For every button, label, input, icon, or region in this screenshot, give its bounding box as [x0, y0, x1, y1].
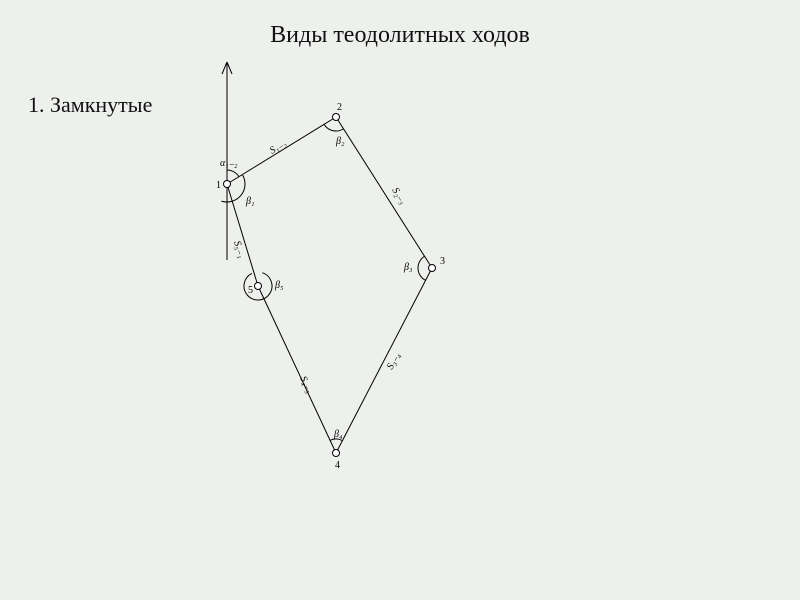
- node-label: 5: [248, 285, 253, 296]
- traverse-node: [224, 181, 231, 188]
- angle-label: β₄: [333, 429, 343, 440]
- diagram-svg: S₁₋₂S₂₋₃S₃₋₄S₄₋₅S₅₋₁α₁₋₂β₁β₂β₃β₄β₅12345: [0, 0, 800, 600]
- angle-arc: [227, 170, 239, 177]
- node-label: 4: [335, 460, 340, 471]
- node-label: 2: [337, 102, 342, 113]
- edge-length-label: S₂₋₃: [389, 186, 408, 207]
- traverse-node: [333, 114, 340, 121]
- traverse-node: [255, 283, 262, 290]
- angle-arc: [221, 175, 245, 202]
- traverse-node: [333, 450, 340, 457]
- traverse-node: [429, 265, 436, 272]
- node-label: 1: [216, 180, 221, 191]
- angle-label: α₁₋₂: [220, 158, 238, 169]
- angle-label: β₂: [335, 136, 345, 147]
- edge-length-label: S₄₋₅: [297, 374, 315, 395]
- angle-label: β₃: [403, 262, 413, 273]
- edge-length-label: S₁₋₂: [268, 138, 289, 156]
- angle-arc: [418, 256, 425, 280]
- angle-label: β₅: [274, 280, 284, 291]
- angle-label: β₁: [245, 196, 254, 207]
- node-label: 3: [440, 256, 445, 267]
